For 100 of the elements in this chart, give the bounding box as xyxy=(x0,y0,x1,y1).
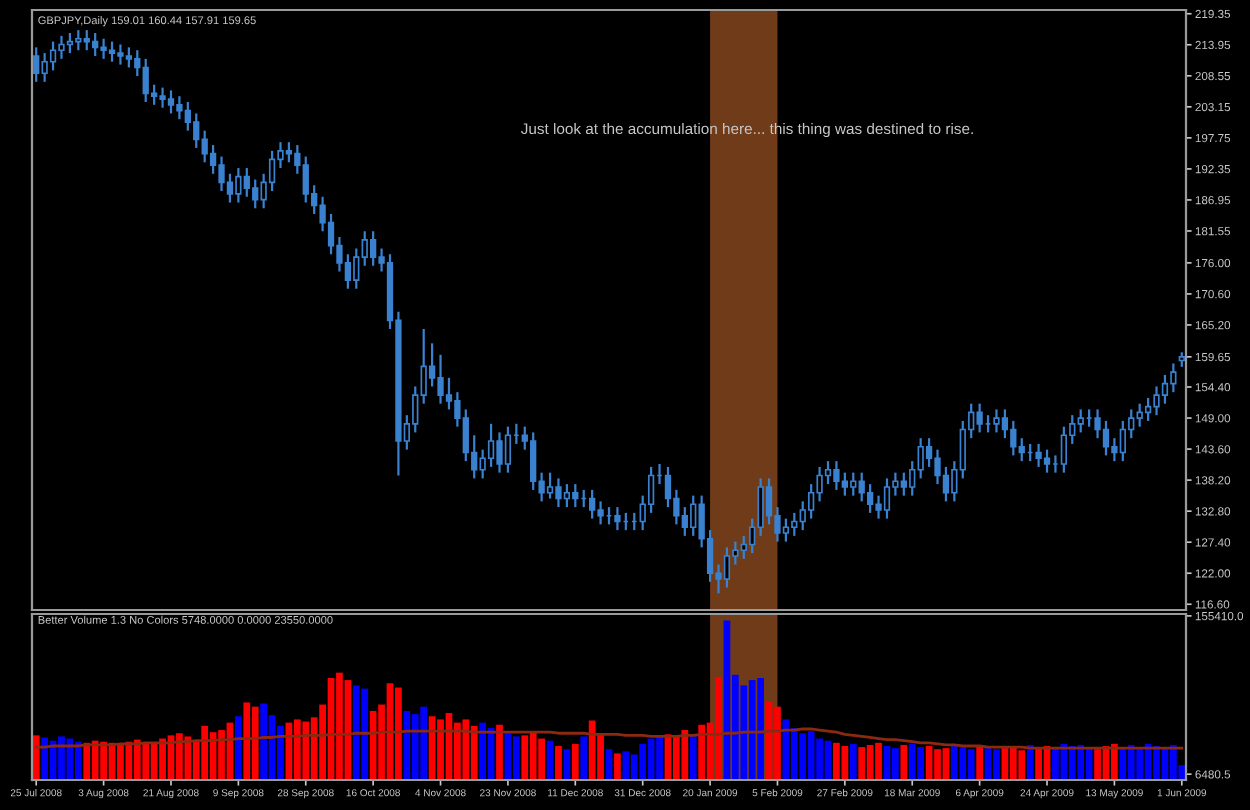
bar xyxy=(875,742,882,780)
bar xyxy=(555,745,562,780)
candlestick xyxy=(563,483,571,509)
bar xyxy=(184,736,192,780)
candlestick xyxy=(808,483,815,520)
candlestick xyxy=(1136,402,1143,428)
bar xyxy=(58,736,65,780)
candlestick xyxy=(875,494,882,520)
candlestick xyxy=(782,517,790,543)
candlestick xyxy=(100,37,107,60)
candlestick xyxy=(1018,437,1025,463)
bar xyxy=(235,716,242,780)
bar xyxy=(1068,745,1076,780)
candlestick xyxy=(125,46,133,69)
bar xyxy=(83,742,91,780)
candlestick xyxy=(900,471,907,497)
candlestick xyxy=(235,166,242,204)
candlestick xyxy=(765,477,773,526)
candlestick xyxy=(723,546,731,589)
candlestick xyxy=(614,506,621,532)
bar xyxy=(336,672,343,780)
bar xyxy=(352,685,360,780)
bar xyxy=(176,733,183,780)
candlestick xyxy=(858,471,865,503)
candlestick xyxy=(1153,385,1160,417)
candlestick xyxy=(647,465,655,514)
bar xyxy=(142,742,150,780)
bar xyxy=(917,747,925,780)
bar xyxy=(715,676,722,780)
bar xyxy=(774,706,781,780)
candlestick xyxy=(1144,396,1152,423)
candlestick xyxy=(799,500,806,532)
candlestick xyxy=(41,51,48,83)
bar xyxy=(816,738,823,780)
candlestick xyxy=(327,212,335,256)
candlestick xyxy=(942,465,950,503)
bar xyxy=(479,722,487,780)
bar xyxy=(622,751,630,780)
bar xyxy=(293,719,301,780)
bar xyxy=(538,738,545,780)
bar xyxy=(757,677,764,780)
bar xyxy=(1085,747,1093,780)
candlestick xyxy=(504,425,512,474)
bar xyxy=(125,741,133,780)
candlestick xyxy=(1060,425,1068,474)
candlestick xyxy=(83,29,90,52)
candlestick xyxy=(92,31,99,58)
candlestick xyxy=(49,40,57,72)
candlestick xyxy=(487,422,495,469)
candlestick xyxy=(201,129,208,164)
candlestick xyxy=(757,477,764,537)
bar xyxy=(656,735,663,780)
bar xyxy=(976,745,983,780)
candlestick xyxy=(690,494,697,537)
candlestick xyxy=(1161,373,1169,405)
candlestick xyxy=(850,471,857,497)
candlestick xyxy=(572,483,579,509)
candlestick xyxy=(1094,408,1101,440)
bar xyxy=(395,687,402,780)
candlestick xyxy=(496,431,503,474)
candlestick xyxy=(479,448,486,480)
candlestick xyxy=(66,31,74,55)
bar xyxy=(1153,745,1160,780)
bar xyxy=(496,724,503,780)
bar xyxy=(512,736,520,780)
bar xyxy=(1170,744,1177,780)
candlestick xyxy=(176,95,183,121)
candlestick xyxy=(1119,419,1126,463)
bar xyxy=(1094,749,1101,780)
bar xyxy=(993,749,1000,780)
bar xyxy=(74,741,82,780)
bar xyxy=(369,710,377,780)
candlestick xyxy=(108,40,116,63)
candlestick xyxy=(252,178,259,210)
bar xyxy=(900,744,908,780)
bar xyxy=(614,753,621,780)
bar xyxy=(588,720,596,780)
candlestick xyxy=(1001,408,1009,440)
candlestick xyxy=(58,34,65,60)
candlestick xyxy=(1102,419,1110,457)
candlestick xyxy=(681,506,688,537)
bar xyxy=(1136,748,1144,780)
bar xyxy=(302,721,310,780)
candlestick xyxy=(353,247,360,290)
bar xyxy=(833,742,840,780)
bar xyxy=(470,725,478,780)
candlestick xyxy=(530,431,537,491)
candlestick xyxy=(925,437,933,469)
bar xyxy=(673,736,680,780)
bar xyxy=(1026,744,1034,780)
bar xyxy=(411,714,419,780)
line-series xyxy=(34,727,1184,750)
candlestick xyxy=(218,155,225,193)
candlestick xyxy=(1010,419,1017,457)
candlestick xyxy=(917,437,924,480)
bar xyxy=(41,737,48,780)
candlestick xyxy=(841,471,849,497)
candlestick xyxy=(302,155,309,204)
candlestick xyxy=(437,353,444,405)
bar xyxy=(403,710,411,780)
